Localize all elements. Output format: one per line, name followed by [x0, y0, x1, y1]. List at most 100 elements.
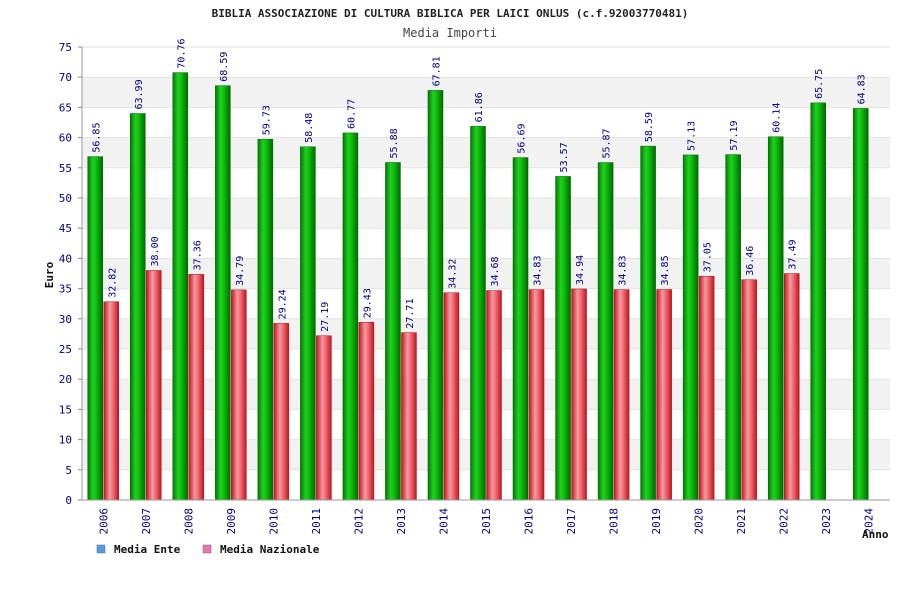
data-label-media-nazionale-2007: 38.00 [150, 236, 161, 266]
bar-media-nazionale-2016 [528, 289, 545, 501]
x-axis-ticks: 2006 2007 2008 2009 2010 2011 2012 2013 2014 2015… [97, 508, 875, 535]
y-tick-label: 0 [65, 494, 72, 507]
bar-media-ente-2023 [810, 102, 826, 501]
chart-subtitle: Media Importi [403, 26, 497, 40]
x-tick-label-2024: 2024 [863, 508, 876, 535]
chart-title: BIBLIA ASSOCIAZIONE DI CULTURA BIBLICA P… [212, 7, 689, 20]
y-tick-label: 25 [59, 343, 72, 356]
data-label-media-nazionale-2008: 37.36 [192, 240, 203, 270]
bar-media-nazionale-2011 [316, 335, 332, 501]
data-label-media-ente-2010: 59.73 [261, 105, 272, 135]
data-label-media-ente-2007: 63.99 [134, 79, 145, 109]
y-tick-label: 35 [59, 283, 72, 296]
data-label-media-nazionale-2017: 34.94 [575, 255, 586, 285]
x-tick-label-2016: 2016 [523, 508, 536, 535]
x-tick-label-2019: 2019 [650, 508, 663, 535]
bar-media-ente-2015 [470, 126, 486, 501]
bar-media-nazionale-2013 [401, 332, 417, 501]
y-tick-label: 5 [65, 464, 72, 477]
bar-media-ente-2022 [767, 136, 784, 501]
legend-swatch-media-nazionale [202, 544, 212, 554]
data-label-media-nazionale-2016: 34.83 [533, 256, 544, 286]
x-tick-label-2018: 2018 [608, 508, 621, 535]
data-label-media-ente-2013: 55.88 [389, 128, 400, 158]
x-tick-label-2006: 2006 [97, 508, 110, 535]
legend-label-media-ente: Media Ente [114, 543, 181, 556]
x-tick-label-2021: 2021 [735, 508, 748, 535]
data-label-media-ente-2017: 53.57 [559, 142, 570, 172]
bar-media-ente-2024 [852, 108, 869, 501]
x-tick-label-2012: 2012 [352, 508, 365, 535]
data-label-media-ente-2018: 55.87 [602, 128, 613, 158]
data-label-media-ente-2012: 60.77 [346, 99, 357, 129]
legend: Media Ente Media Nazionale [96, 543, 320, 556]
data-label-media-nazionale-2006: 32.82 [107, 268, 118, 298]
data-label-media-nazionale-2014: 34.32 [447, 259, 458, 289]
bar-media-nazionale-2015 [486, 290, 502, 501]
x-tick-label-2008: 2008 [182, 508, 195, 535]
bar-media-nazionale-2021 [741, 279, 757, 501]
data-label-media-nazionale-2011: 27.19 [320, 302, 331, 332]
grid-band [82, 77, 890, 108]
y-tick-label: 30 [59, 313, 72, 326]
bar-media-nazionale-2019 [656, 289, 672, 501]
x-tick-label-2023: 2023 [820, 508, 833, 535]
data-labels: 56.85 32.82 63.99 38.00 70.76 37.36 68.59 34.79… [91, 39, 867, 332]
data-label-media-ente-2008: 70.76 [176, 39, 187, 69]
x-tick-label-2022: 2022 [778, 508, 791, 535]
data-label-media-nazionale-2015: 34.68 [490, 256, 501, 286]
bar-media-nazionale-2014 [443, 292, 460, 501]
bar-media-nazionale-2010 [273, 323, 290, 501]
y-tick-label: 55 [59, 162, 72, 175]
data-label-media-nazionale-2021: 36.46 [745, 246, 756, 276]
bar-media-ente-2011 [300, 146, 316, 501]
axes [81, 47, 890, 501]
data-label-media-ente-2014: 67.81 [431, 56, 442, 86]
data-label-media-ente-2024: 64.83 [857, 74, 868, 104]
x-tick-label-2007: 2007 [140, 508, 153, 535]
y-tick-label: 50 [59, 192, 72, 205]
y-axis-ticks: 0 5 10 15 20 25 30 35 40 45 50 55 60 65 70 75 [59, 41, 82, 507]
x-tick-label-2020: 2020 [693, 508, 706, 535]
y-tick-label: 15 [59, 403, 72, 416]
data-label-media-nazionale-2018: 34.83 [618, 256, 629, 286]
x-tick-label-2010: 2010 [267, 508, 280, 535]
bar-media-nazionale-2006 [103, 301, 120, 501]
y-tick-label: 60 [59, 132, 72, 145]
bar-media-nazionale-2009 [231, 289, 247, 501]
data-label-media-nazionale-2019: 34.85 [660, 255, 671, 285]
y-tick-label: 20 [59, 373, 72, 386]
x-tick-label-2011: 2011 [310, 508, 323, 535]
bar-media-ente-2006 [87, 156, 104, 501]
data-label-media-ente-2023: 65.75 [814, 69, 825, 99]
data-label-media-nazionale-2010: 29.24 [277, 289, 288, 319]
bar-media-ente-2013 [385, 162, 401, 501]
bar-media-nazionale-2008 [188, 274, 205, 501]
x-tick-label-2013: 2013 [395, 508, 408, 535]
data-label-media-ente-2020: 57.13 [687, 121, 698, 151]
bars [87, 72, 869, 501]
y-tick-label: 40 [59, 252, 72, 265]
data-label-media-nazionale-2020: 37.05 [703, 242, 714, 272]
data-label-media-ente-2019: 58.59 [644, 112, 655, 142]
bar-media-ente-2012 [342, 132, 359, 501]
data-label-media-nazionale-2013: 27.71 [405, 299, 416, 329]
bar-media-ente-2008 [172, 72, 189, 501]
y-tick-label: 75 [59, 41, 72, 54]
x-tick-label-2015: 2015 [480, 508, 493, 535]
y-tick-label: 10 [59, 434, 72, 447]
data-label-media-ente-2022: 60.14 [772, 103, 783, 133]
bar-media-nazionale-2017 [571, 288, 587, 501]
bar-media-ente-2021 [725, 154, 741, 501]
y-tick-label: 65 [59, 101, 72, 114]
bar-media-nazionale-2018 [613, 289, 630, 501]
bar-media-ente-2017 [555, 176, 571, 501]
data-label-media-ente-2021: 57.19 [729, 120, 740, 150]
x-tick-label-2017: 2017 [565, 508, 578, 535]
y-tick-label: 70 [59, 71, 72, 84]
x-tick-label-2014: 2014 [437, 508, 450, 535]
bar-media-ente-2010 [257, 138, 274, 501]
data-label-media-ente-2015: 61.86 [474, 92, 485, 122]
bar-media-ente-2009 [215, 85, 231, 501]
